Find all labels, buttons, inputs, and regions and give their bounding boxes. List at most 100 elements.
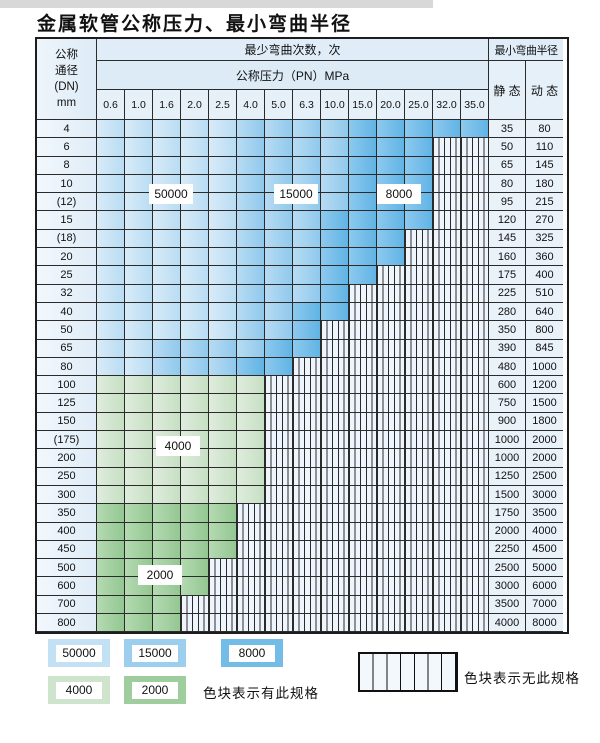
spec-cell-h (405, 522, 433, 541)
dn-cell: 200 (37, 449, 97, 468)
dynamic-radius-cell: 360 (526, 248, 563, 267)
table-row: 450 2250 4500 (37, 540, 567, 560)
spec-cell-b (237, 248, 265, 267)
spec-cell-d (97, 412, 125, 432)
static-radius-cell: 95 (489, 193, 526, 212)
spec-cell-e (181, 540, 209, 560)
dn-cell: 800 (37, 614, 97, 633)
spec-cell-a (153, 211, 181, 230)
spec-cell-c (321, 284, 349, 303)
spec-cell-d (153, 412, 181, 432)
spec-cell-h (461, 284, 489, 303)
spec-cell-h (265, 577, 293, 596)
spec-cell-d (125, 412, 153, 432)
spec-cell-b (265, 248, 293, 267)
spec-cell-b (265, 321, 293, 340)
spec-cell-h (377, 357, 405, 377)
spec-cell-c (321, 266, 349, 285)
spec-cell-b (265, 229, 293, 249)
spec-cell-d (181, 376, 209, 395)
spec-cell-d (209, 412, 237, 432)
spec-cell-h (237, 504, 265, 523)
legend-swatch-15000: 15000 (124, 639, 186, 667)
spec-cell-h (377, 266, 405, 285)
spec-cell-h (377, 394, 405, 413)
spec-cell-h (461, 449, 489, 468)
spec-cell-h (349, 485, 377, 505)
spec-cell-h (265, 376, 293, 395)
table-row: 125 750 1500 (37, 394, 567, 413)
dynamic-radius-cell: 110 (526, 138, 563, 157)
spec-cell-b (293, 284, 321, 303)
spec-cell-h (237, 577, 265, 596)
spec-cell-h (321, 449, 349, 468)
spec-cell-h (433, 284, 461, 303)
legend-swatch-label: 8000 (229, 644, 275, 662)
dn-cell: 450 (37, 540, 97, 560)
spec-cell-a (153, 302, 181, 322)
spec-cell-e (125, 595, 153, 615)
spec-cell-a (153, 229, 181, 249)
spec-cell-c (293, 321, 321, 340)
dn-cell: 300 (37, 485, 97, 505)
pressure-column-header: 1.0 (125, 90, 153, 120)
spec-cell-h (209, 559, 237, 578)
spec-cell-h (461, 357, 489, 377)
spec-cell-a (125, 120, 153, 139)
spec-cell-h (349, 467, 377, 486)
dynamic-radius-cell: 215 (526, 193, 563, 212)
spec-cell-b (265, 156, 293, 175)
spec-cell-h (433, 540, 461, 560)
spec-cell-h (209, 577, 237, 596)
static-radius-cell: 1000 (489, 449, 526, 468)
spec-cell-d (97, 485, 125, 505)
spec-cell-c (321, 248, 349, 267)
spec-cell-h (321, 485, 349, 505)
dynamic-radius-cell: 80 (526, 120, 563, 139)
spec-cell-d (209, 467, 237, 486)
dn-header: 公称 通径 (DN) mm (37, 39, 97, 120)
spec-cell-a (209, 248, 237, 267)
spec-cell-c (349, 229, 377, 249)
spec-cell-b (265, 284, 293, 303)
spec-cell-d (125, 376, 153, 395)
radius-header-block: 最小弯曲半径 静 态 动 态 (489, 39, 563, 120)
spec-cell-h (377, 302, 405, 322)
spec-cell-a (97, 120, 125, 139)
spec-cell-b (237, 193, 265, 212)
dynamic-radius-cell: 145 (526, 156, 563, 175)
spec-cell-h (405, 504, 433, 523)
static-radius-cell: 225 (489, 284, 526, 303)
spec-cell-h (461, 522, 489, 541)
spec-cell-h (377, 376, 405, 395)
dn-cell: (12) (37, 193, 97, 212)
spec-cell-h (349, 540, 377, 560)
spec-cell-h (433, 193, 461, 212)
spec-cell-h (293, 614, 321, 633)
dynamic-radius-cell: 270 (526, 211, 563, 230)
spec-cell-e (97, 522, 125, 541)
spec-cell-h (405, 284, 433, 303)
static-radius-cell: 2500 (489, 559, 526, 578)
spec-cell-b (153, 339, 181, 358)
spec-cell-d (237, 467, 265, 486)
dynamic-radius-cell: 325 (526, 229, 563, 249)
spec-cell-h (293, 504, 321, 523)
spec-cell-a (125, 229, 153, 249)
static-radius-cell: 1000 (489, 431, 526, 450)
spec-cell-h (293, 485, 321, 505)
static-radius-cell: 750 (489, 394, 526, 413)
pressure-column-header: 25.0 (405, 90, 433, 120)
spec-cell-e (181, 504, 209, 523)
spec-cell-h (433, 321, 461, 340)
spec-cell-h (433, 302, 461, 322)
spec-cell-e (181, 577, 209, 596)
dn-cell: 400 (37, 522, 97, 541)
pressure-column-header: 6.3 (293, 90, 321, 120)
dn-cell: 8 (37, 156, 97, 175)
spec-cell-d (209, 485, 237, 505)
pressure-column-header: 2.5 (209, 90, 237, 120)
spec-cell-a (97, 174, 125, 194)
table-row: 600 3000 6000 (37, 577, 567, 596)
spec-cell-b (265, 266, 293, 285)
